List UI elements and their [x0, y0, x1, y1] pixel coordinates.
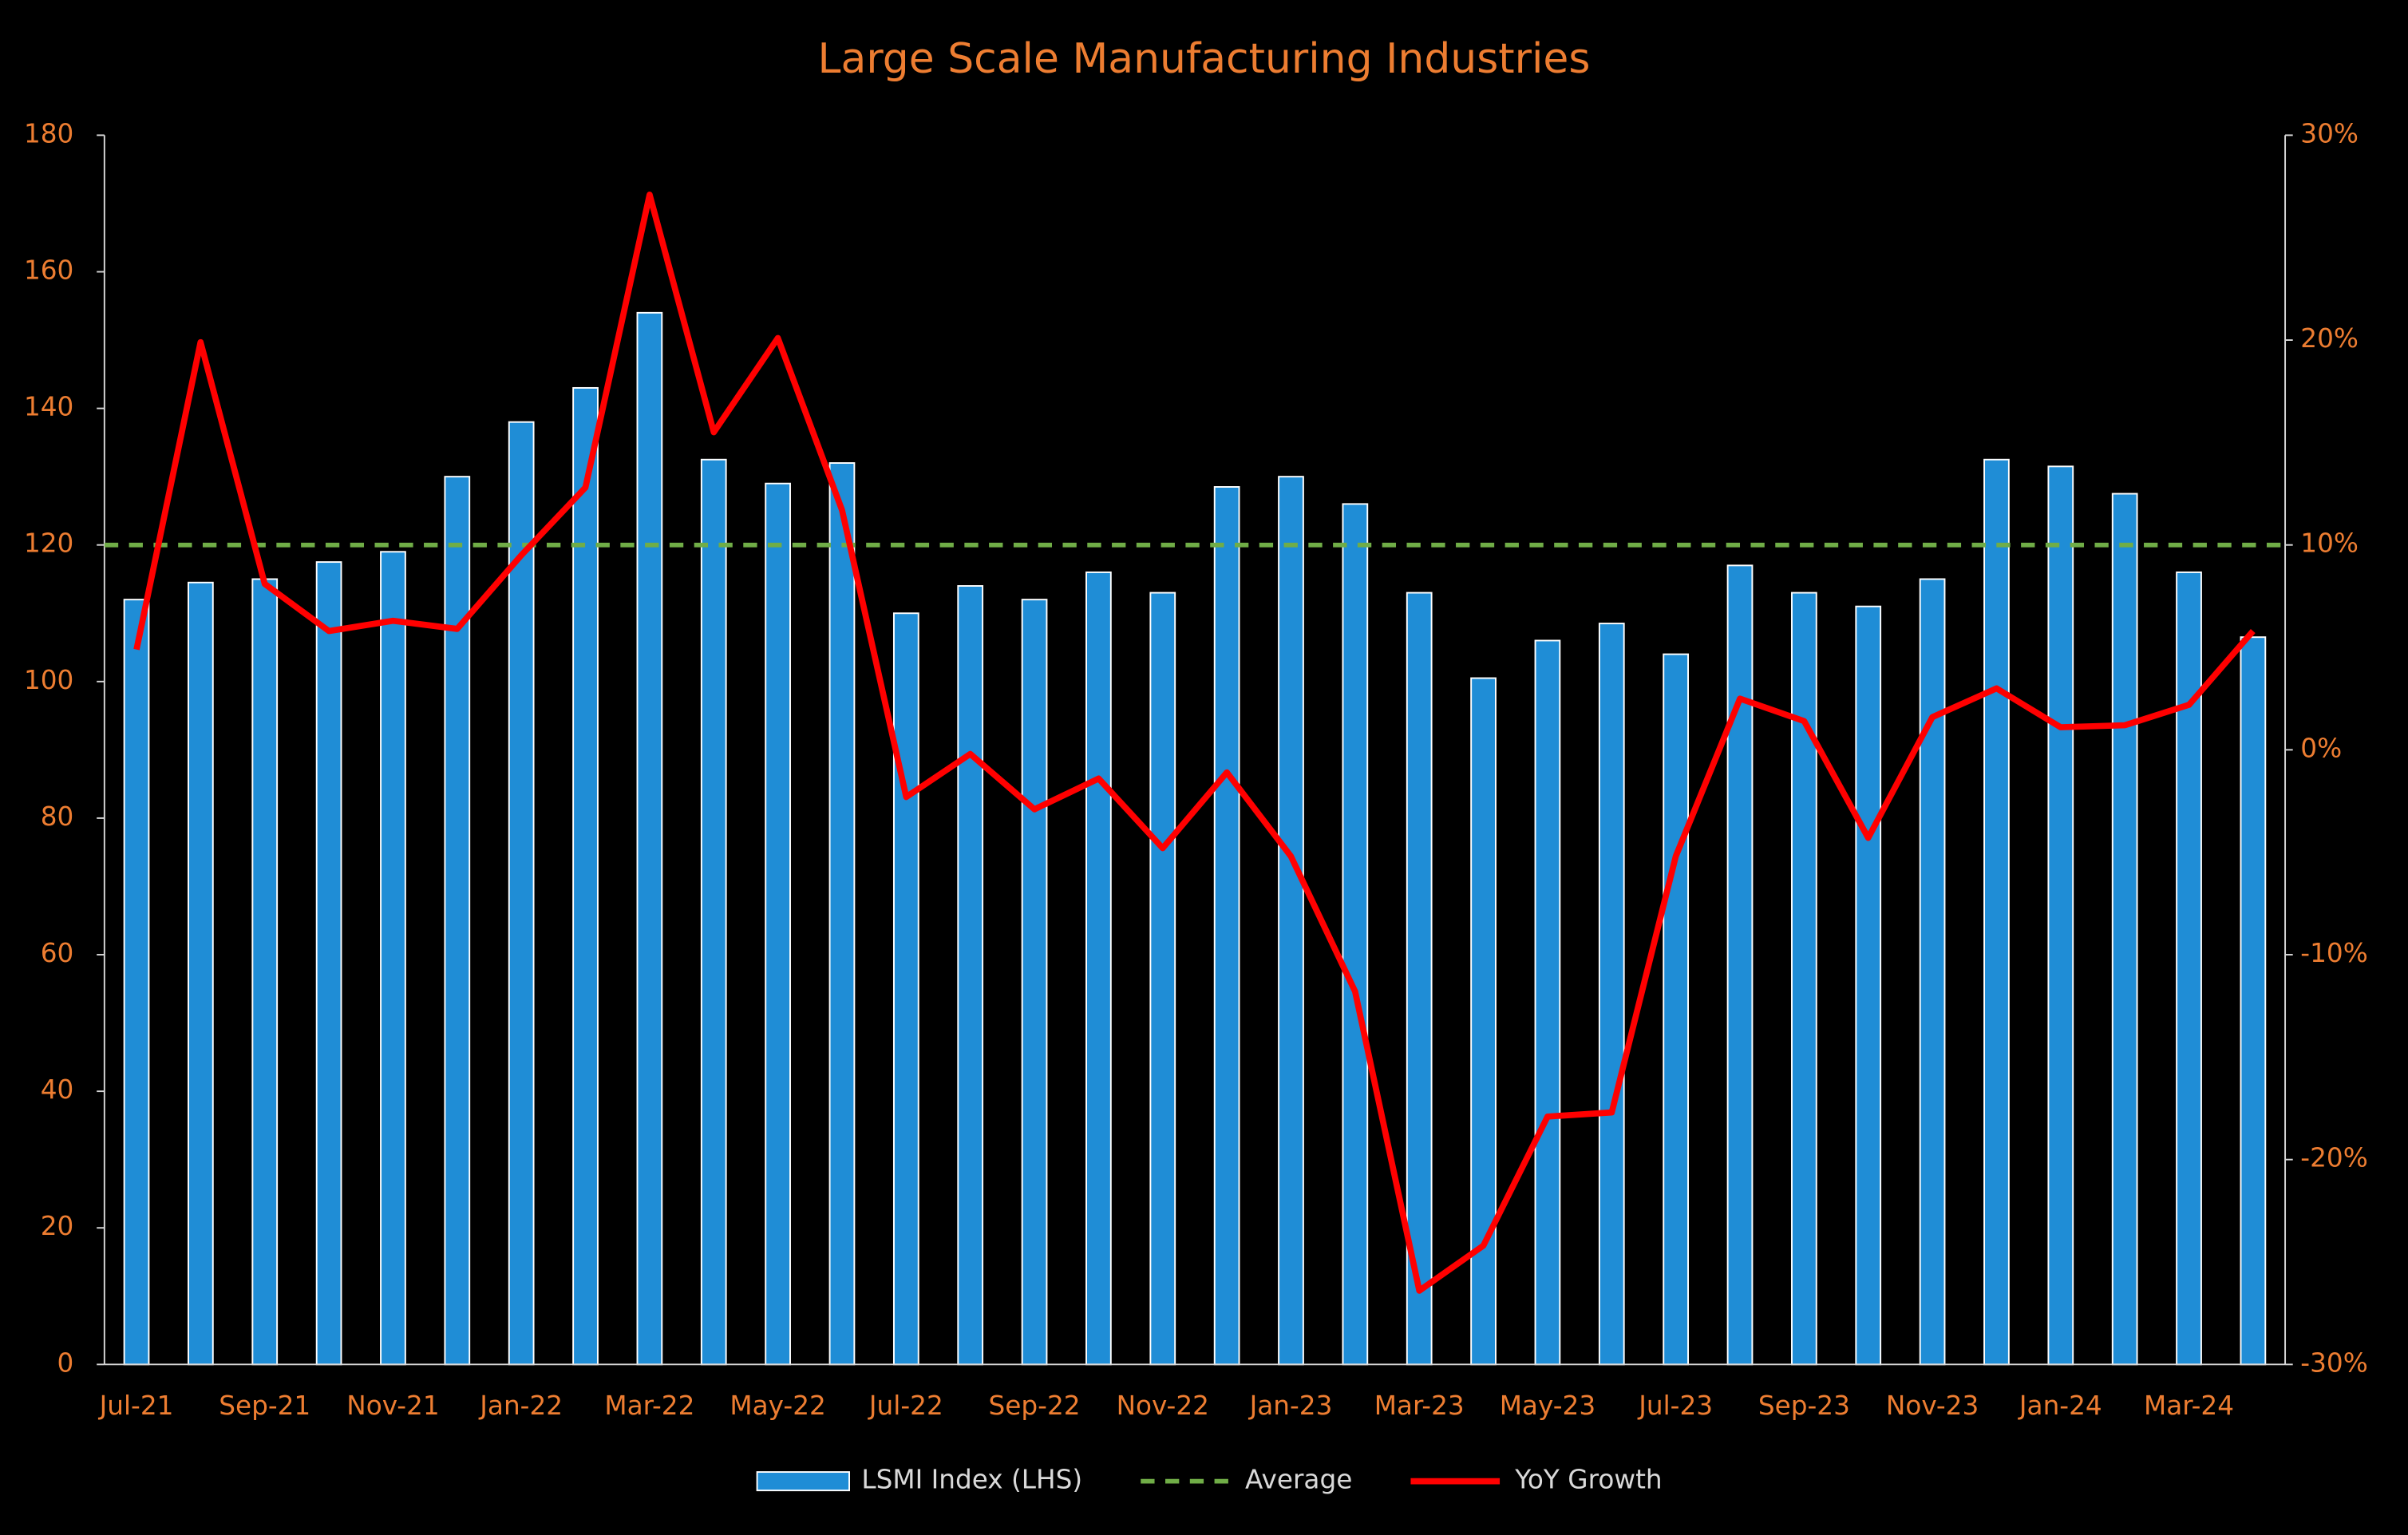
y-tick-label: 60: [41, 938, 74, 968]
y2-tick-label: 0%: [2300, 733, 2342, 763]
bar: [1085, 571, 1112, 1366]
y-tick-label: 40: [41, 1074, 74, 1105]
bar: [1278, 476, 1304, 1366]
bar: [1342, 503, 1369, 1366]
bar: [2047, 465, 2074, 1366]
x-tick-label: Sep-22: [989, 1391, 1081, 1421]
y-tick-label: 140: [24, 392, 73, 422]
legend-label: YoY Growth: [1514, 1465, 1662, 1495]
y2-tick-label: 10%: [2300, 528, 2359, 559]
bar: [700, 458, 727, 1366]
x-tick-label: May-23: [1500, 1391, 1595, 1421]
legend-label: Average: [1245, 1465, 1352, 1495]
x-tick-label: Jan-22: [478, 1391, 563, 1421]
bar: [1021, 599, 1048, 1366]
y-tick-label: 0: [57, 1347, 74, 1378]
y2-tick-label: 20%: [2300, 323, 2359, 354]
bar: [1791, 591, 1817, 1366]
x-tick-label: May-22: [730, 1391, 825, 1421]
bar: [765, 482, 791, 1366]
bar: [1534, 639, 1561, 1366]
bar: [1406, 591, 1433, 1366]
legend-swatch: [756, 1471, 850, 1492]
bar: [2111, 493, 2138, 1366]
bar: [1855, 605, 1882, 1366]
bar: [1983, 458, 2010, 1366]
bar: [123, 599, 150, 1366]
x-tick-label: Sep-23: [1758, 1391, 1850, 1421]
y-tick-label: 160: [24, 255, 73, 285]
bar: [1470, 677, 1497, 1366]
x-tick-label: Jan-23: [1248, 1391, 1333, 1421]
bar: [1149, 591, 1176, 1366]
x-tick-label: Mar-23: [1374, 1391, 1465, 1421]
x-tick-label: Nov-21: [346, 1391, 439, 1421]
x-tick-label: Mar-24: [2144, 1391, 2234, 1421]
bar: [636, 311, 663, 1366]
y-tick-label: 180: [24, 118, 73, 148]
legend-label: LSMI Index (LHS): [861, 1465, 1082, 1495]
bar: [572, 386, 599, 1366]
chart-title: Large Scale Manufacturing Industries: [818, 35, 1591, 83]
x-tick-label: Jan-24: [2018, 1391, 2102, 1421]
x-tick-label: Jul-22: [868, 1391, 943, 1421]
bar: [315, 561, 342, 1366]
bar: [1663, 653, 1690, 1366]
y-tick-label: 120: [24, 528, 73, 559]
x-tick-label: Mar-22: [604, 1391, 694, 1421]
bar: [188, 581, 214, 1366]
x-tick-label: Nov-22: [1117, 1391, 1209, 1421]
y2-tick-label: -20%: [2300, 1143, 2367, 1173]
bar: [1598, 623, 1625, 1366]
bar: [1213, 486, 1240, 1366]
bar: [2240, 636, 2267, 1366]
bar: [1919, 578, 1946, 1366]
y-tick-label: 80: [41, 801, 74, 832]
x-tick-label: Nov-23: [1886, 1391, 1979, 1421]
x-tick-label: Sep-21: [219, 1391, 310, 1421]
bar: [957, 585, 984, 1366]
y2-tick-label: -10%: [2300, 938, 2367, 968]
x-tick-label: Jul-23: [1637, 1391, 1713, 1421]
bar: [380, 551, 406, 1366]
growth-line: [133, 192, 2256, 1294]
bar: [828, 462, 856, 1366]
bar: [892, 612, 919, 1366]
y-tick-label: 100: [24, 665, 73, 695]
y2-tick-label: -30%: [2300, 1347, 2367, 1378]
y2-tick-label: 30%: [2300, 118, 2359, 148]
bar: [1726, 564, 1754, 1366]
y-tick-label: 20: [41, 1211, 74, 1241]
x-tick-label: Jul-21: [98, 1391, 174, 1421]
bar: [251, 578, 279, 1366]
bar: [444, 476, 471, 1366]
